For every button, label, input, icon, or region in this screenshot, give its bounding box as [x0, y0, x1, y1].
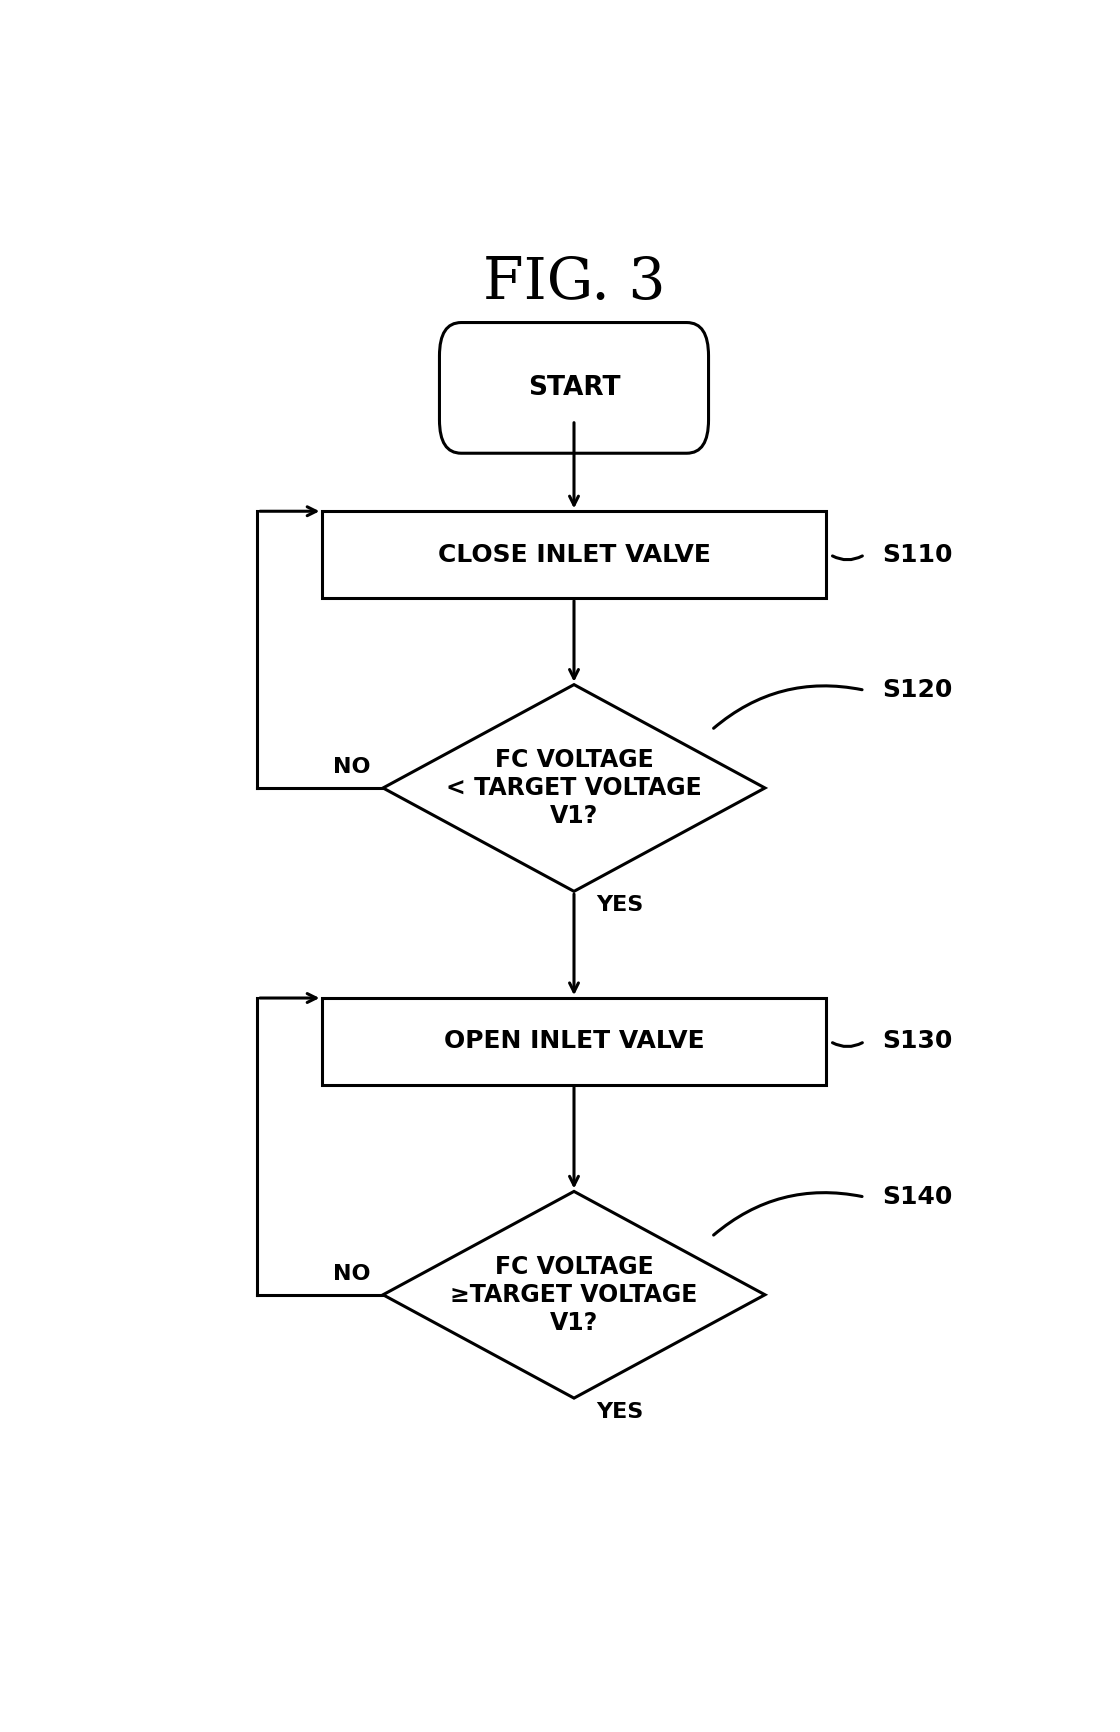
Text: S110: S110	[883, 542, 953, 566]
Text: S130: S130	[883, 1029, 952, 1053]
Text: S140: S140	[883, 1185, 952, 1209]
Text: CLOSE INLET VALVE: CLOSE INLET VALVE	[438, 542, 710, 566]
Text: FC VOLTAGE
≥TARGET VOLTAGE
V1?: FC VOLTAGE ≥TARGET VOLTAGE V1?	[450, 1256, 698, 1335]
FancyBboxPatch shape	[439, 322, 709, 454]
Polygon shape	[383, 684, 765, 892]
Text: YES: YES	[596, 895, 643, 914]
Text: S120: S120	[883, 679, 952, 701]
Bar	[323, 998, 825, 1084]
Text: NO: NO	[333, 757, 370, 778]
Text: YES: YES	[596, 1403, 643, 1422]
Bar	[323, 511, 825, 598]
Text: OPEN INLET VALVE: OPEN INLET VALVE	[444, 1029, 704, 1053]
Text: FC VOLTAGE
< TARGET VOLTAGE
V1?: FC VOLTAGE < TARGET VOLTAGE V1?	[446, 748, 702, 828]
Text: NO: NO	[333, 1264, 370, 1283]
Text: START: START	[528, 374, 620, 400]
Text: FIG. 3: FIG. 3	[483, 255, 665, 310]
Polygon shape	[383, 1192, 765, 1398]
